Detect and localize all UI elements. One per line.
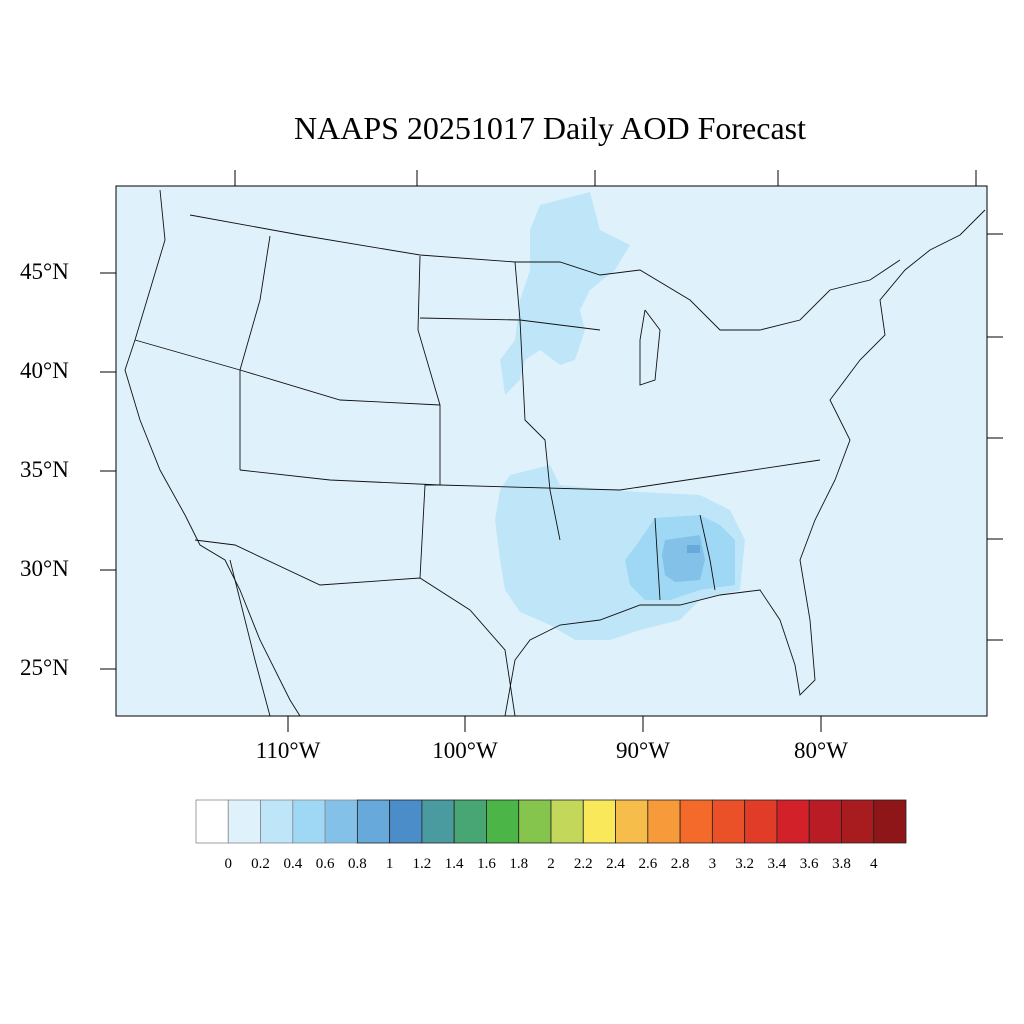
- colorbar-swatch: [711, 799, 746, 844]
- colorbar-swatch: [679, 799, 713, 844]
- lat-label: 45°N: [20, 259, 69, 284]
- colorbar-label: 2.8: [670, 856, 690, 872]
- colorbar-label: 1.6: [477, 856, 496, 872]
- lon-label: 90°W: [616, 738, 670, 763]
- colorbar-label: 2.4: [606, 856, 625, 872]
- colorbar-label: 3.8: [832, 856, 851, 872]
- colorbar-swatch: [550, 799, 584, 844]
- map-frame: [115, 185, 988, 717]
- aod-plumes: [495, 192, 745, 640]
- colorbar-swatch: [647, 799, 681, 844]
- state-lines-ew: [134, 339, 441, 406]
- lat-label: 35°N: [20, 457, 69, 482]
- colorbar-label: 2.2: [573, 856, 593, 872]
- colorbar-label: 1: [385, 856, 394, 872]
- chart-title: NAAPS 20251017 Daily AOD Forecast: [294, 110, 806, 146]
- state-lines-ns: [239, 235, 271, 470]
- colorbar-label: 1.8: [509, 856, 529, 872]
- colorbar-swatch: [486, 799, 520, 844]
- lon-label: 100°W: [432, 738, 498, 763]
- colorbar-label: 1.4: [444, 856, 464, 872]
- plume-southern-plains: [495, 465, 745, 640]
- canada-border: [189, 214, 901, 331]
- colorbar-label: 0.6: [315, 856, 335, 872]
- colorbar-label: 0.2: [251, 856, 270, 872]
- colorbar-swatch: [195, 799, 229, 844]
- state-lines-ew-2: [239, 459, 821, 491]
- axis-ticks: [100, 170, 1003, 732]
- plume-upper-midwest: [500, 192, 630, 395]
- colorbar-swatch: [615, 799, 649, 844]
- colorbar-swatch: [808, 799, 842, 844]
- colorbar-label: 0.8: [347, 856, 367, 872]
- colorbar-swatch: [260, 799, 294, 844]
- colorbar-label: 1.2: [412, 856, 432, 872]
- colorbar: [195, 799, 907, 844]
- colorbar-swatch: [421, 799, 455, 844]
- colorbar-swatch: [873, 799, 907, 844]
- colorbar-label: 3.6: [799, 856, 819, 872]
- state-lines-al-ga: [699, 514, 716, 591]
- lat-label: 40°N: [20, 358, 69, 383]
- colorbar-label: 4: [869, 856, 878, 872]
- colorbar-swatch: [324, 799, 358, 844]
- colorbar-label: 3.2: [735, 856, 754, 872]
- lat-label: 25°N: [20, 655, 69, 680]
- state-lines-ew-3: [419, 317, 601, 331]
- colorbar-swatch: [292, 799, 326, 844]
- colorbar-label: 0.4: [283, 856, 303, 872]
- colorbar-swatch: [227, 799, 261, 844]
- colorbar-swatch: [518, 799, 552, 844]
- colorbar-label: 2.6: [638, 856, 658, 872]
- lake-michigan: [639, 309, 661, 386]
- colorbar-label: 2: [547, 856, 555, 872]
- colorbar-swatch: [776, 799, 810, 844]
- colorbar-swatch: [841, 799, 875, 844]
- plume-alabama-core: [662, 535, 705, 582]
- colorbar-swatch: [744, 799, 778, 844]
- state-lines-ns-3: [514, 261, 561, 541]
- colorbar-label: 3.4: [767, 856, 787, 872]
- lon-label: 110°W: [255, 738, 321, 763]
- coastlines-and-borders: [124, 189, 986, 717]
- colorbar-swatch: [453, 799, 487, 844]
- colorbar-swatch: [582, 799, 616, 844]
- colorbar-swatch: [389, 799, 423, 844]
- plume-alabama-peak: [687, 545, 700, 553]
- colorbar-label: 0: [224, 856, 233, 872]
- colorbar-swatch: [356, 799, 391, 844]
- colorbar-label: 3: [708, 856, 717, 872]
- state-lines-ms-al: [654, 517, 661, 601]
- baja-coast: [229, 559, 271, 717]
- gulf-coast: [504, 209, 986, 717]
- state-lines-ns-2: [417, 255, 441, 579]
- lon-label: 80°W: [794, 738, 848, 763]
- lat-label: 30°N: [20, 556, 69, 581]
- west-coast: [124, 189, 301, 717]
